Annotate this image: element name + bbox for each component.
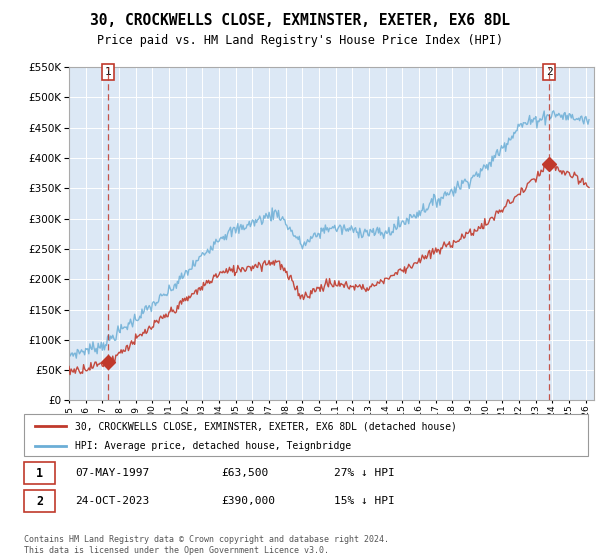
- Text: £63,500: £63,500: [221, 468, 269, 478]
- Text: Price paid vs. HM Land Registry's House Price Index (HPI): Price paid vs. HM Land Registry's House …: [97, 34, 503, 48]
- Text: 30, CROCKWELLS CLOSE, EXMINSTER, EXETER, EX6 8DL: 30, CROCKWELLS CLOSE, EXMINSTER, EXETER,…: [90, 13, 510, 28]
- Text: 2: 2: [36, 494, 43, 508]
- FancyBboxPatch shape: [24, 414, 588, 456]
- Text: HPI: Average price, detached house, Teignbridge: HPI: Average price, detached house, Teig…: [75, 441, 351, 451]
- Text: Contains HM Land Registry data © Crown copyright and database right 2024.
This d: Contains HM Land Registry data © Crown c…: [24, 535, 389, 554]
- Text: 2: 2: [546, 67, 553, 77]
- Text: 15% ↓ HPI: 15% ↓ HPI: [334, 496, 395, 506]
- Text: 30, CROCKWELLS CLOSE, EXMINSTER, EXETER, EX6 8DL (detached house): 30, CROCKWELLS CLOSE, EXMINSTER, EXETER,…: [75, 421, 457, 431]
- Text: 07-MAY-1997: 07-MAY-1997: [75, 468, 149, 478]
- Text: 1: 1: [105, 67, 112, 77]
- FancyBboxPatch shape: [24, 490, 55, 512]
- Text: 27% ↓ HPI: 27% ↓ HPI: [334, 468, 395, 478]
- Text: 1: 1: [36, 466, 43, 480]
- Text: £390,000: £390,000: [221, 496, 275, 506]
- Text: 24-OCT-2023: 24-OCT-2023: [75, 496, 149, 506]
- FancyBboxPatch shape: [24, 462, 55, 484]
